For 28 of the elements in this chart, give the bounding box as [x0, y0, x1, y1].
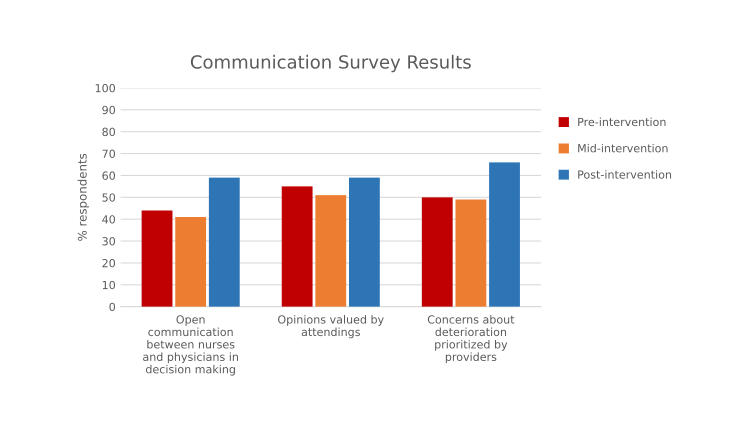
y-axis-title: % respondents	[78, 154, 89, 241]
bar	[175, 217, 206, 307]
y-tick-label: 40	[102, 215, 116, 224]
bar	[282, 186, 313, 307]
bar	[315, 195, 346, 307]
y-tick-label: 100	[96, 84, 116, 92]
y-tick-label: 70	[102, 150, 116, 158]
legend-label: Post-intervention	[578, 170, 672, 179]
x-tick-label: Opinions valued by attendings	[278, 315, 384, 338]
y-tick-label: 50	[102, 193, 116, 202]
chart-title: Communication Survey Results	[190, 54, 471, 72]
bar	[142, 210, 172, 307]
y-tick-label: 30	[102, 237, 116, 246]
y-tick-label: 20	[102, 258, 116, 268]
x-tick-label: Concerns about deterioration prioritized by providers	[428, 315, 514, 364]
bar	[348, 178, 380, 307]
y-tick-label: 60	[102, 171, 116, 180]
legend-label: Mid-intervention	[578, 144, 668, 152]
bar	[208, 178, 240, 307]
y-tick-label: 0	[109, 302, 116, 312]
y-tick-label: 90	[102, 106, 116, 114]
x-tick-label: Open communication between nurses and physicians in decision making	[143, 315, 238, 376]
bar	[489, 162, 520, 307]
bar	[455, 200, 486, 307]
y-tick-label: 80	[102, 128, 116, 136]
bar	[422, 197, 453, 307]
legend-label: Pre-intervention	[578, 118, 666, 126]
y-tick-label: 10	[102, 280, 116, 290]
